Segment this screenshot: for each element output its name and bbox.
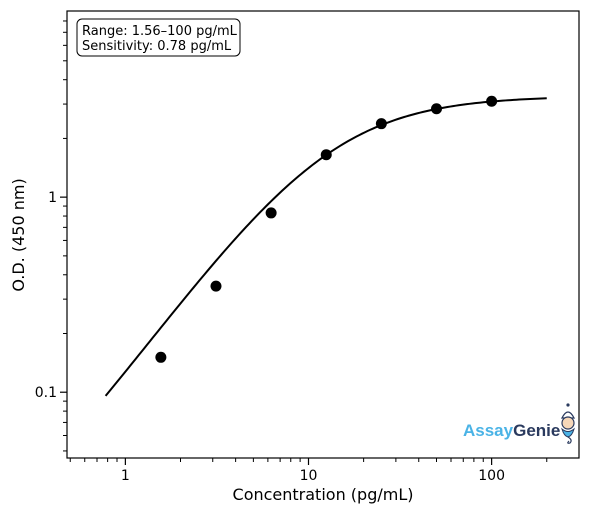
x-tick-label: 10 <box>300 468 318 484</box>
data-point <box>430 103 442 115</box>
data-point <box>486 95 498 107</box>
data-point <box>210 280 222 292</box>
plot-frame <box>66 10 580 459</box>
x-tick-label: 100 <box>478 468 505 484</box>
data-point <box>265 207 277 219</box>
x-tick-label: 1 <box>121 468 130 484</box>
annotation-box: Range: 1.56–100 pg/mL Sensitivity: 0.78 … <box>76 18 241 57</box>
major-ticks: 1 10 100 0.1 1 <box>35 190 505 484</box>
assaygenie-logo: AssayGenie <box>463 403 576 444</box>
data-point <box>155 351 167 363</box>
logo-text-genie: Genie <box>513 421 560 440</box>
logo-text-assay: Assay <box>463 421 514 440</box>
y-tick-label: 1 <box>48 190 57 206</box>
y-axis-label: O.D. (450 nm) <box>9 178 28 291</box>
data-points <box>155 95 498 363</box>
logo-text: AssayGenie <box>463 421 560 440</box>
data-point <box>375 118 387 130</box>
annotation-range: Range: 1.56–100 pg/mL <box>82 24 238 39</box>
annotation-sensitivity: Sensitivity: 0.78 pg/mL <box>82 39 232 54</box>
y-tick-label: 0.1 <box>35 385 57 401</box>
minor-ticks <box>63 20 548 462</box>
x-axis-label: Concentration (pg/mL) <box>233 485 414 504</box>
genie-icon <box>560 403 576 444</box>
data-point <box>320 149 332 161</box>
